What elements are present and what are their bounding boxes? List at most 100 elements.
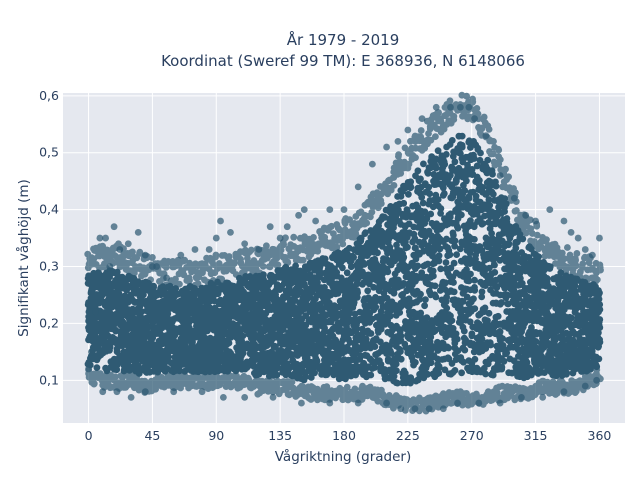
data-point xyxy=(532,217,539,225)
data-point xyxy=(560,388,568,396)
data-point xyxy=(588,251,596,259)
data-point xyxy=(219,393,227,401)
y-tick-label: 0,3 xyxy=(39,259,59,274)
data-point xyxy=(241,393,249,401)
data-point xyxy=(425,405,433,413)
data-point xyxy=(141,251,149,259)
data-point xyxy=(496,399,504,407)
data-point xyxy=(127,393,135,401)
data-point xyxy=(217,217,224,225)
data-point xyxy=(99,388,107,396)
data-point xyxy=(110,223,118,231)
data-point xyxy=(546,206,554,214)
data-point xyxy=(383,399,390,407)
data-point xyxy=(113,388,121,396)
data-point xyxy=(255,246,263,253)
data-point xyxy=(596,234,603,242)
data-point xyxy=(567,228,575,236)
data-point xyxy=(397,405,405,413)
data-point xyxy=(593,376,601,384)
data-point xyxy=(482,132,490,140)
data-point xyxy=(340,206,348,214)
x-tick-label: 45 xyxy=(144,428,160,443)
data-point xyxy=(191,246,199,253)
data-point xyxy=(354,183,362,191)
data-point xyxy=(447,103,454,111)
data-point xyxy=(456,103,464,111)
x-tick-label: 360 xyxy=(588,428,612,443)
data-point xyxy=(198,388,206,396)
data-point xyxy=(92,308,100,316)
data-point xyxy=(87,348,95,356)
data-point xyxy=(300,206,308,214)
x-axis-title: Vågriktning (grader) xyxy=(275,448,412,465)
data-point xyxy=(517,393,525,401)
data-point xyxy=(404,126,412,134)
data-point xyxy=(205,246,213,253)
data-point xyxy=(163,274,171,282)
data-point xyxy=(85,365,92,373)
data-point xyxy=(475,399,483,407)
data-point xyxy=(439,405,447,413)
x-tick-label: 315 xyxy=(524,428,548,443)
data-point xyxy=(295,211,302,219)
data-point xyxy=(522,211,530,219)
data-point xyxy=(432,103,440,111)
data-point xyxy=(266,223,274,231)
data-point xyxy=(326,206,334,214)
y-tick-label: 0,6 xyxy=(39,88,59,103)
x-axis-ticks: 0 45 90 135 180 225 270 315 360 xyxy=(85,428,612,443)
data-point xyxy=(141,388,149,396)
data-point xyxy=(418,115,426,123)
x-tick-label: 180 xyxy=(332,428,356,443)
data-point xyxy=(116,246,124,253)
point-cloud-fringe xyxy=(84,91,604,415)
data-point xyxy=(276,234,284,242)
data-point xyxy=(510,194,518,202)
data-point xyxy=(354,399,362,407)
data-point xyxy=(102,234,109,242)
data-point xyxy=(560,217,568,225)
data-point xyxy=(283,223,291,231)
data-point xyxy=(212,234,220,242)
x-tick-label: 135 xyxy=(268,428,292,443)
data-point xyxy=(539,393,547,401)
data-point xyxy=(269,393,277,401)
data-point xyxy=(496,172,504,179)
data-point xyxy=(134,228,142,236)
x-tick-label: 270 xyxy=(460,428,484,443)
data-point xyxy=(153,263,161,270)
data-point xyxy=(368,160,376,168)
data-point xyxy=(298,399,305,407)
data-point xyxy=(411,405,419,413)
data-points xyxy=(84,91,604,415)
data-point xyxy=(394,137,402,145)
data-point xyxy=(124,240,132,248)
data-point xyxy=(383,143,390,151)
data-point xyxy=(106,263,114,270)
data-point xyxy=(312,217,320,225)
chart-title-line1: År 1979 - 2019 xyxy=(287,30,400,49)
data-point xyxy=(471,115,478,123)
y-axis-ticks: 0,1 0,2 0,3 0,4 0,5 0,6 xyxy=(39,88,59,387)
x-tick-label: 90 xyxy=(208,428,224,443)
data-point xyxy=(465,103,473,111)
x-tick-label: 225 xyxy=(396,428,420,443)
data-point xyxy=(96,234,104,242)
data-point xyxy=(581,382,589,390)
data-point xyxy=(241,240,249,248)
data-point xyxy=(170,388,178,396)
data-point xyxy=(177,251,185,259)
y-tick-label: 0,2 xyxy=(39,315,59,330)
y-tick-label: 0,4 xyxy=(39,202,59,217)
data-point xyxy=(574,234,582,242)
data-point xyxy=(227,228,234,236)
data-point xyxy=(581,246,589,253)
y-tick-label: 0,5 xyxy=(39,145,59,160)
point-cloud-core xyxy=(84,132,604,387)
data-point xyxy=(326,399,334,407)
data-point xyxy=(454,399,461,407)
y-axis-title: Signifikant våghöjd (m) xyxy=(15,179,32,337)
